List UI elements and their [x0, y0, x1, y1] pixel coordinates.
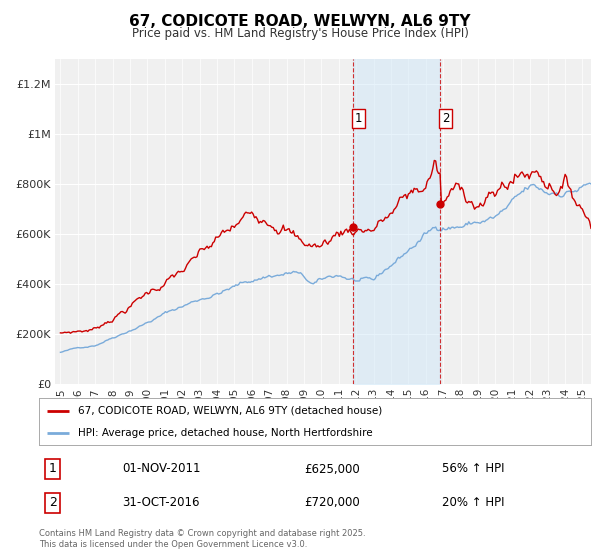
- Text: 20% ↑ HPI: 20% ↑ HPI: [442, 496, 505, 509]
- Text: Contains HM Land Registry data © Crown copyright and database right 2025.
This d: Contains HM Land Registry data © Crown c…: [39, 529, 365, 549]
- Text: £625,000: £625,000: [304, 463, 360, 475]
- Text: 2: 2: [442, 112, 449, 125]
- Text: 31-OCT-2016: 31-OCT-2016: [122, 496, 199, 509]
- Text: 67, CODICOTE ROAD, WELWYN, AL6 9TY: 67, CODICOTE ROAD, WELWYN, AL6 9TY: [129, 14, 471, 29]
- Text: 01-NOV-2011: 01-NOV-2011: [122, 463, 200, 475]
- Text: £720,000: £720,000: [304, 496, 360, 509]
- Text: 1: 1: [49, 463, 57, 475]
- Text: HPI: Average price, detached house, North Hertfordshire: HPI: Average price, detached house, Nort…: [77, 428, 372, 438]
- Text: 2: 2: [49, 496, 57, 509]
- Text: 67, CODICOTE ROAD, WELWYN, AL6 9TY (detached house): 67, CODICOTE ROAD, WELWYN, AL6 9TY (deta…: [77, 406, 382, 416]
- Text: 1: 1: [355, 112, 362, 125]
- Text: 56% ↑ HPI: 56% ↑ HPI: [442, 463, 505, 475]
- Text: Price paid vs. HM Land Registry's House Price Index (HPI): Price paid vs. HM Land Registry's House …: [131, 27, 469, 40]
